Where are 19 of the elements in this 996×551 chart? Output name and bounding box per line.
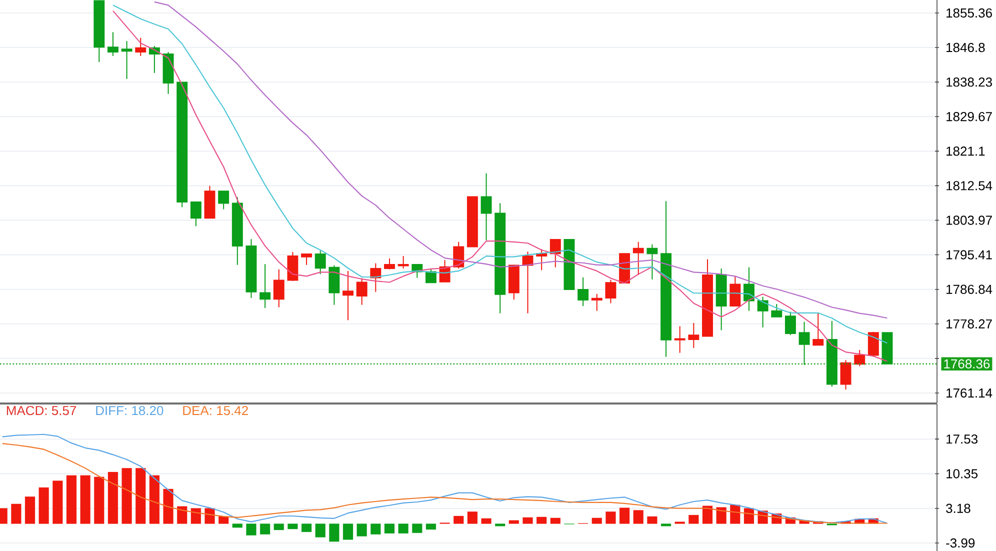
y-tick-label: 10.35 [946, 469, 978, 478]
y-tick-label: 1812.54 [946, 181, 992, 190]
text: DEA: 15.42 [183, 406, 248, 416]
y-tick-label: 1795.41 [946, 250, 992, 260]
y-tick-label: 1778.27 [946, 319, 992, 329]
y-tick-label: -3.99 [946, 538, 975, 548]
y-tick-label: 1761.14 [946, 388, 992, 398]
y-tick-label: 1855.36 [946, 8, 992, 18]
y-tick-label: 1803.97 [946, 216, 992, 225]
y-tick-label: 3.18 [946, 504, 970, 513]
ref-line-label: 1768.36 [944, 359, 990, 368]
text: DIFF: 18.20 [96, 406, 164, 416]
y-tick-label: 1829.67 [946, 112, 992, 122]
y-tick-label: 1846.8 [946, 42, 985, 52]
y-tick-label: 1821.1 [946, 146, 985, 156]
y-tick-label: 1786.84 [946, 284, 992, 294]
y-tick-label: 1838.23 [946, 77, 992, 87]
y-tick-label: 17.53 [946, 434, 978, 444]
text: MACD: 5.57 [6, 406, 76, 416]
